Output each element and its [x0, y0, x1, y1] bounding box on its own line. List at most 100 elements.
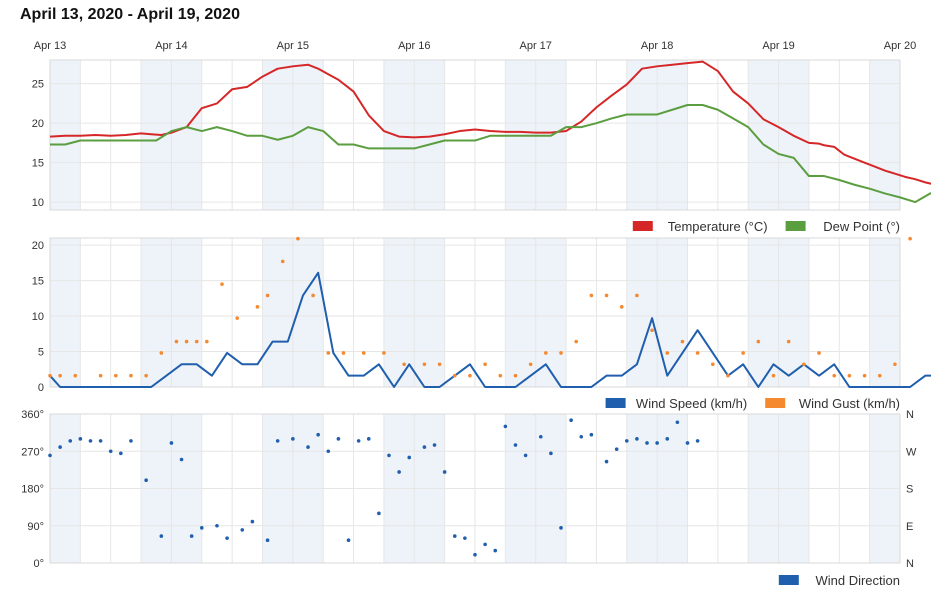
- data-point: [366, 437, 371, 441]
- data-point: [877, 373, 882, 378]
- data-point: [756, 339, 761, 344]
- data-point: [908, 236, 912, 241]
- data-point: [341, 351, 346, 355]
- data-point: [544, 351, 548, 355]
- x-tick-label: Apr 19: [762, 40, 794, 52]
- data-point: [159, 351, 164, 355]
- data-point: [513, 443, 518, 447]
- chart-panel-2: 0 5 10 15 20 Wind Gust (km/h) Wind Speed (km/h…: [32, 236, 931, 411]
- data-point: [665, 437, 670, 441]
- legend-swatch: [632, 221, 653, 231]
- data-point: [589, 432, 594, 437]
- chart-panel-1: 10 15 20 25 Dew Point (°) Temperature (°C): [32, 59, 931, 234]
- data-point: [832, 373, 837, 378]
- data-point: [559, 351, 563, 355]
- x-tick-label: Apr 13: [34, 40, 66, 52]
- data-point: [179, 457, 184, 462]
- data-point: [346, 538, 351, 543]
- data-point: [695, 439, 700, 443]
- night-band: [505, 238, 536, 387]
- data-point: [58, 445, 62, 449]
- data-point: [452, 534, 457, 538]
- legend-swatch: [605, 398, 626, 408]
- data-point: [452, 373, 457, 378]
- data-point: [280, 259, 285, 264]
- data-point: [655, 441, 659, 445]
- data-point: [468, 373, 472, 378]
- data-point: [250, 519, 255, 524]
- night-band: [869, 238, 900, 387]
- data-point: [144, 373, 148, 378]
- data-point: [58, 373, 62, 378]
- data-point: [523, 453, 528, 458]
- data-point: [614, 447, 619, 451]
- legend-label: Wind Direction: [815, 573, 900, 588]
- data-point: [665, 351, 670, 355]
- data-point: [538, 434, 543, 439]
- data-point: [205, 339, 209, 344]
- data-point: [422, 362, 427, 367]
- night-band: [535, 238, 567, 387]
- data-point: [893, 362, 897, 367]
- data-point: [685, 441, 690, 445]
- legend-label: Wind Gust (km/h): [799, 396, 900, 411]
- legend-swatch: [765, 398, 786, 408]
- data-point: [144, 478, 148, 483]
- data-point: [422, 445, 427, 449]
- legend-label: Temperature (°C): [668, 219, 768, 234]
- data-point: [710, 362, 715, 367]
- data-point: [680, 339, 685, 344]
- data-point: [786, 339, 791, 344]
- night-band: [171, 238, 202, 387]
- data-point: [215, 523, 219, 528]
- data-point: [159, 534, 164, 538]
- data-point: [650, 328, 654, 333]
- y-tick-label: 10: [32, 311, 44, 323]
- data-point: [265, 293, 270, 298]
- data-point: [88, 439, 93, 443]
- data-point: [493, 548, 498, 553]
- data-point: [119, 451, 123, 456]
- legend-label: Wind Speed (km/h): [636, 396, 747, 411]
- night-band: [657, 60, 688, 210]
- data-point: [265, 538, 270, 543]
- data-point: [174, 339, 179, 344]
- data-point: [463, 536, 467, 540]
- series-line: [49, 271, 931, 388]
- x-tick-label: Apr 16: [398, 40, 430, 52]
- data-point: [397, 470, 401, 474]
- data-point: [275, 439, 280, 443]
- data-point: [48, 453, 52, 458]
- y-tick-label: 15: [32, 276, 44, 288]
- data-point: [382, 351, 386, 355]
- data-point: [361, 351, 366, 355]
- compass-label: S: [906, 484, 913, 496]
- night-band: [171, 60, 202, 210]
- data-point: [635, 293, 639, 298]
- night-band: [657, 238, 688, 387]
- data-point: [98, 373, 103, 378]
- data-point: [549, 451, 553, 456]
- data-point: [432, 443, 437, 447]
- plot-frame: [49, 59, 901, 211]
- night-band: [141, 238, 172, 387]
- data-point: [113, 373, 118, 378]
- data-point: [624, 439, 629, 443]
- data-point: [675, 420, 680, 425]
- data-point: [483, 362, 487, 367]
- data-point: [695, 351, 700, 355]
- data-point: [513, 373, 518, 378]
- night-band: [869, 60, 900, 210]
- legend-label: Dew Point (°): [823, 219, 900, 234]
- data-point: [291, 437, 295, 441]
- data-point: [336, 437, 341, 441]
- night-band: [626, 60, 658, 210]
- y-tick-label: 0°: [33, 558, 44, 570]
- y-tick-label: 20: [32, 118, 44, 130]
- y-tick-label: 180°: [21, 484, 44, 496]
- data-point: [235, 316, 240, 320]
- data-point: [726, 373, 730, 378]
- y-tick-label: 20: [32, 240, 44, 252]
- chart-panel-3: 0° 90° 180° 270° 360° N E S W N Wind Direction: [21, 409, 917, 588]
